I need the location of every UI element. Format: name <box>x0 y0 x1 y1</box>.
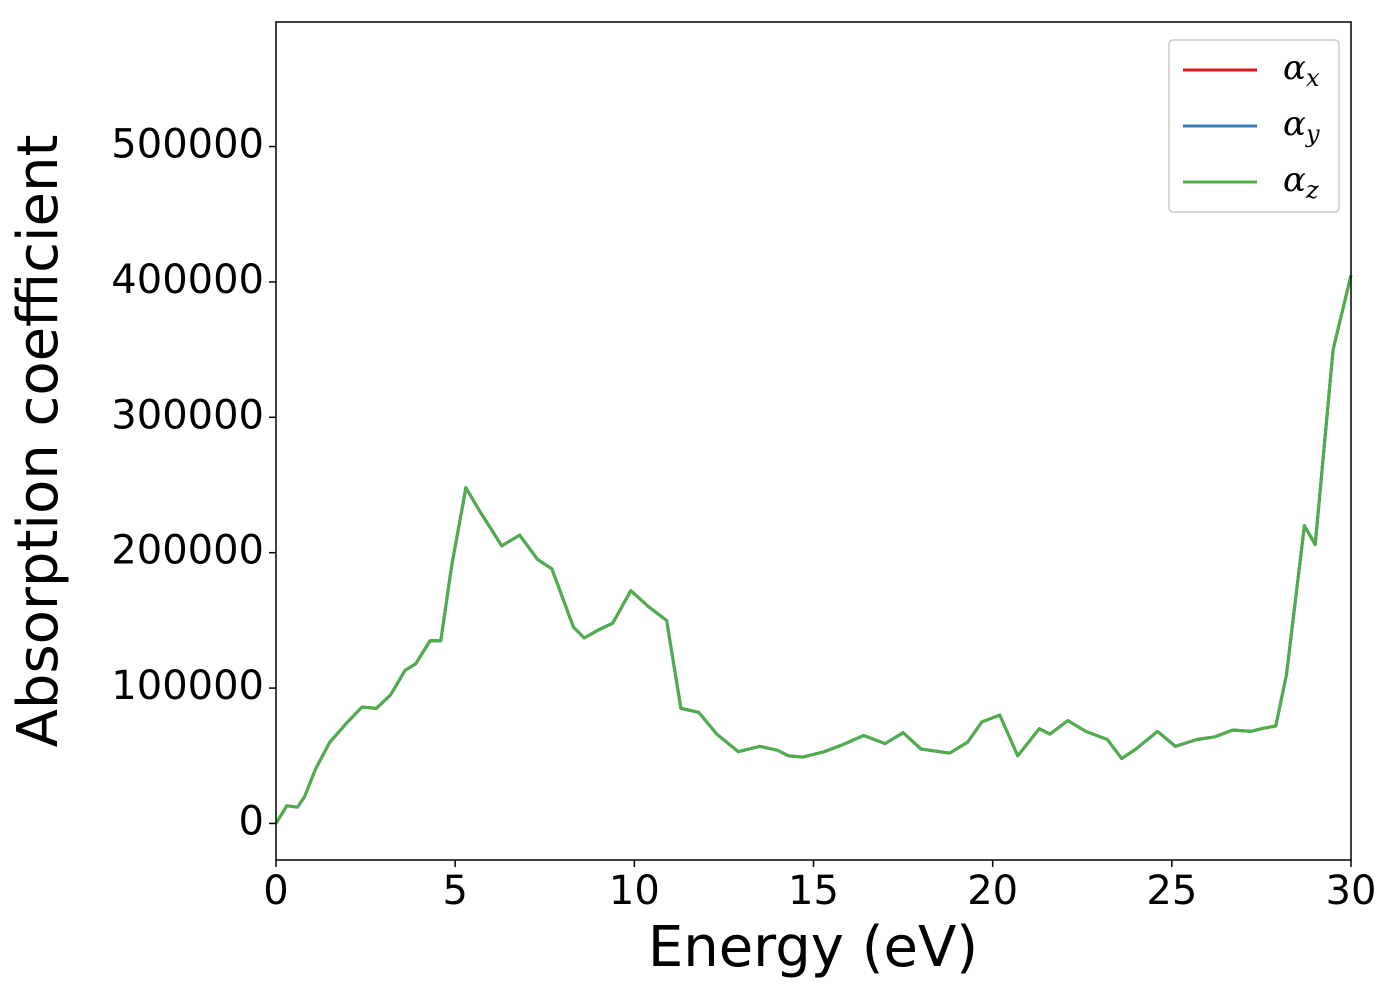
x-tick-label: 25 <box>1146 868 1197 914</box>
x-tick-label: 10 <box>609 868 660 914</box>
y-tick-label: 100000 <box>111 663 264 709</box>
y-tick-label: 200000 <box>111 528 264 574</box>
series-line <box>274 274 1353 825</box>
x-tick-label: 5 <box>442 868 467 914</box>
y-tick-label: 300000 <box>111 392 264 438</box>
x-tick-label: 0 <box>263 868 288 914</box>
x-tick-label: 20 <box>967 868 1018 914</box>
x-tick-label: 15 <box>788 868 839 914</box>
x-tick-label: 30 <box>1326 868 1377 914</box>
legend-label: αx <box>1283 48 1320 92</box>
legend-label: αy <box>1283 104 1320 148</box>
legend-label: αz <box>1283 160 1319 204</box>
y-tick-label: 0 <box>239 798 264 844</box>
plot-frame <box>275 21 1352 861</box>
y-tick-label: 400000 <box>111 257 264 303</box>
x-axis-label: Energy (eV) <box>648 915 978 980</box>
y-axis-label: Absorption coefficient <box>6 135 71 748</box>
y-tick-label: 500000 <box>111 122 264 168</box>
